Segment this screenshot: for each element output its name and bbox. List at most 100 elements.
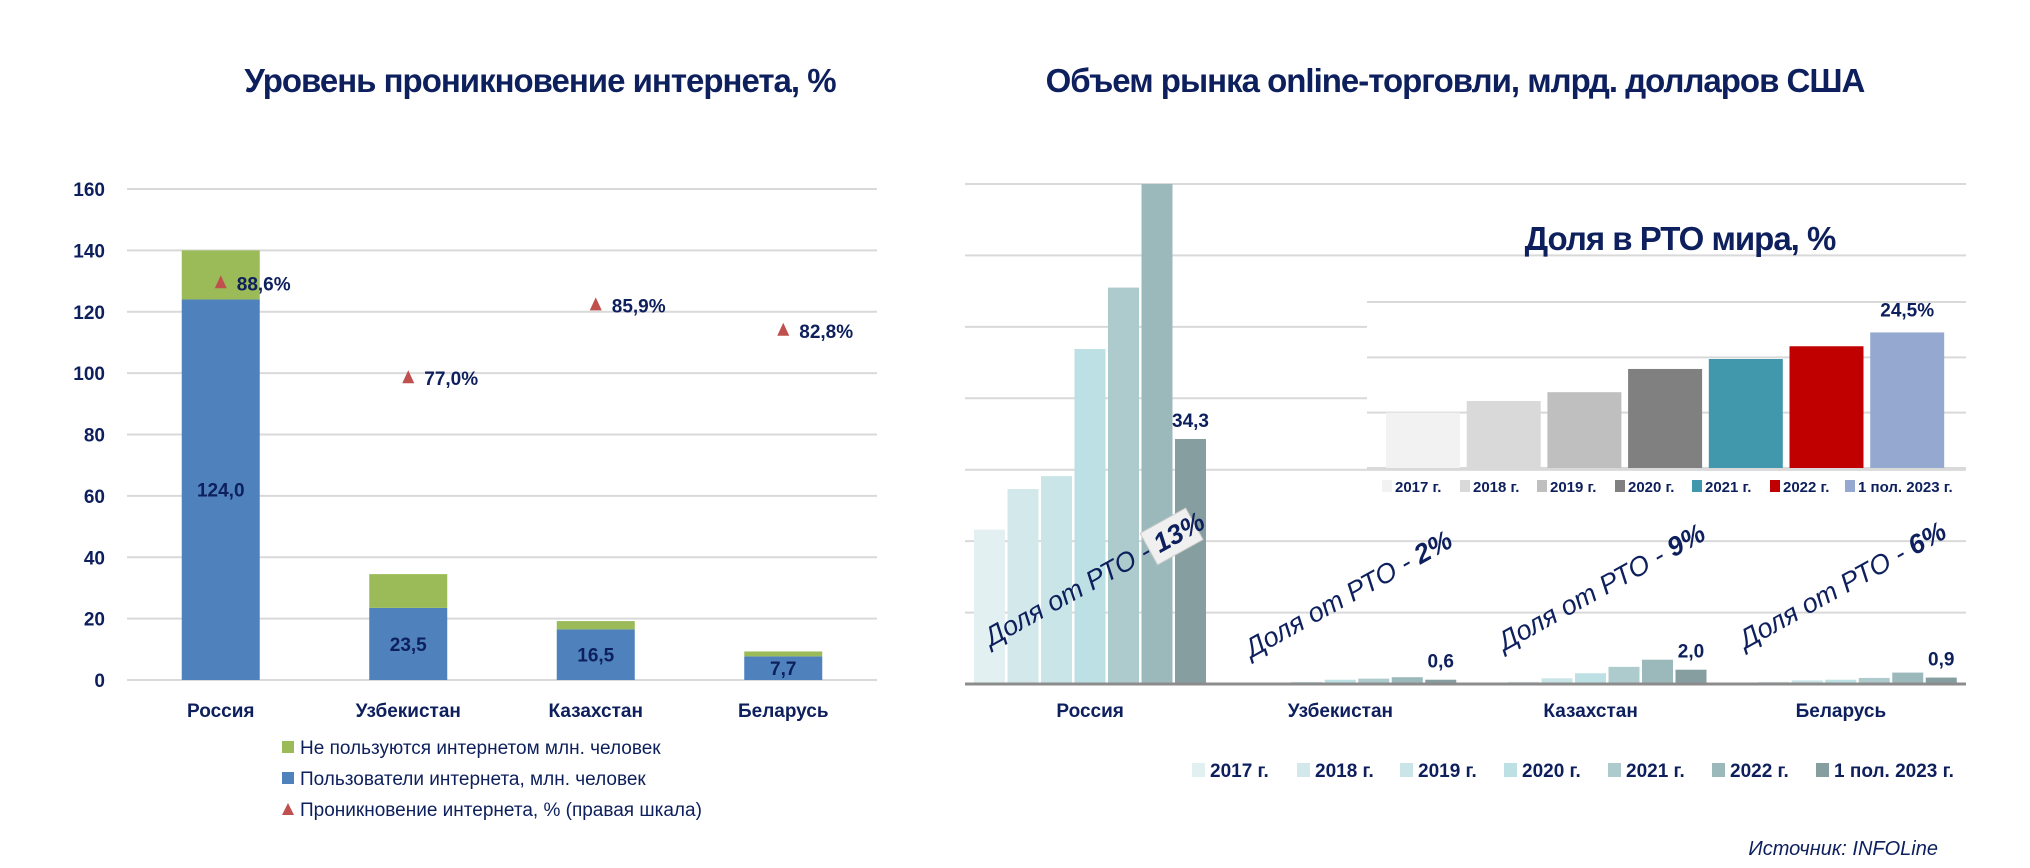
inset-bar [1466, 401, 1541, 468]
penetration-marker [214, 275, 227, 289]
legend-label: Пользователи интернета, млн. человек [300, 769, 646, 790]
legend-swatch [282, 772, 294, 784]
inset-legend-swatch [1770, 480, 1780, 492]
bar-users [369, 607, 448, 680]
inset-legend-label: 1 пол. 2023 г. [1858, 479, 1953, 496]
share-annotation-text: Доля от РТО - 2% [1237, 525, 1457, 665]
bar-2021 [1858, 677, 1890, 684]
legend-swatch [1192, 763, 1205, 777]
annotation-prefix: Доля от РТО - [1731, 535, 1917, 656]
legend-label: 1 пол. 2023 г. [1834, 761, 1954, 782]
penetration-label: 85,9% [612, 296, 666, 317]
y-tick-label: 80 [84, 426, 105, 447]
inset-bar [1386, 412, 1460, 468]
bar-2022 [1892, 672, 1924, 684]
legend-label: 2017 г. [1210, 761, 1269, 782]
inset-legend-label: 2018 г. [1473, 479, 1519, 496]
legend-triangle-icon [282, 803, 294, 815]
inset-bar [1789, 346, 1864, 468]
bar-2019 [1041, 476, 1072, 684]
category-label: Беларусь [738, 701, 829, 722]
bar-2022 [1391, 677, 1423, 684]
legend-swatch [1712, 763, 1725, 777]
inset-legend-swatch [1537, 480, 1547, 492]
y-tick-label: 140 [73, 241, 105, 262]
bar-value-label: 23,5 [390, 635, 427, 656]
inset-legend-swatch [1615, 480, 1625, 492]
share-annotation: Доля от РТО - 2% [1237, 525, 1457, 665]
bar-non-users [369, 574, 448, 608]
bar-2020 [1575, 673, 1606, 684]
bar-users [181, 299, 260, 680]
bar-2022 [1642, 659, 1673, 684]
y-tick-label: 20 [84, 610, 105, 631]
y-tick-label: 100 [73, 364, 105, 385]
legend-swatch [1608, 763, 1621, 777]
inset-legend-swatch [1692, 480, 1702, 492]
share-annotation: Доля от РТО - 6% [1731, 516, 1951, 656]
bar-value-label: 0,6 [1428, 652, 1454, 673]
y-tick-label: 160 [73, 180, 105, 201]
legend-label: Проникновение интернета, % (правая шкала… [300, 800, 702, 821]
highlight-box [1139, 507, 1204, 566]
category-label: Казахстан [1543, 701, 1637, 722]
bar-2021 [1108, 287, 1139, 684]
category-label: Россия [1056, 701, 1123, 722]
inset-bar [1628, 368, 1703, 468]
bar-value-label: 124,0 [197, 481, 245, 502]
category-label: Узбекистан [1288, 701, 1393, 722]
bar-value-label: 2,0 [1678, 642, 1704, 663]
bar-2017 [974, 529, 1005, 684]
bar-2022 [1141, 184, 1173, 684]
bar-value-label: 0,9 [1928, 650, 1954, 671]
bar-2020 [1825, 679, 1857, 684]
legend-label: 2018 г. [1315, 761, 1374, 782]
penetration-marker [402, 370, 415, 384]
legend-swatch [1297, 763, 1310, 777]
y-tick-label: 0 [94, 671, 105, 692]
bar-2019 [1791, 680, 1823, 684]
y-tick-label: 120 [73, 303, 105, 324]
inset-legend-label: 2022 г. [1783, 479, 1829, 496]
inset-legend-label: 2017 г. [1395, 479, 1441, 496]
penetration-marker [777, 322, 790, 336]
inset-legend-label: 2019 г. [1550, 479, 1596, 496]
bar-non-users [556, 621, 635, 630]
bar-value-label: 16,5 [577, 646, 614, 667]
category-label: Узбекистан [356, 701, 461, 722]
inset-legend-swatch [1460, 480, 1470, 492]
inset-legend-swatch [1382, 480, 1392, 492]
bar-2023 [1925, 677, 1957, 684]
source-note: Источник: INFOLine [1748, 838, 1938, 860]
share-annotation-text: Доля от РТО - 9% [1490, 518, 1710, 658]
category-label: Казахстан [549, 701, 643, 722]
bar-2020 [1324, 679, 1356, 684]
annotation-prefix: Доля от РТО - [1237, 544, 1423, 665]
legend-label: 2022 г. [1730, 761, 1789, 782]
bar-2023 [1175, 439, 1206, 684]
inset-bar [1547, 392, 1622, 468]
penetration-marker [589, 297, 602, 311]
inset-bar [1870, 332, 1945, 468]
category-label: Россия [187, 701, 254, 722]
chart1-title: Уровень проникновение интернета, % [244, 62, 836, 99]
inset-title: Доля в РТО мира, % [1525, 220, 1836, 257]
bar-value-label: 34,3 [1172, 411, 1209, 432]
penetration-label: 88,6% [237, 274, 291, 295]
bar-value-label: 7,7 [770, 659, 796, 680]
legend-swatch [1816, 763, 1829, 777]
bar-2018 [1007, 489, 1039, 684]
bar-2021 [1608, 666, 1640, 684]
legend-swatch [1504, 763, 1517, 777]
bar-non-users [744, 651, 823, 657]
bar-users [556, 629, 635, 680]
bar-non-users [181, 250, 260, 300]
bar-2019 [1541, 678, 1573, 684]
share-annotation: Доля от РТО - 9% [1490, 518, 1710, 658]
bar-2020 [1074, 349, 1106, 684]
bar-2023 [1675, 669, 1707, 684]
legend-swatch [282, 741, 294, 753]
inset-bar-label: 24,5% [1880, 300, 1934, 321]
annotation-prefix: Доля от РТО - [1490, 537, 1676, 658]
